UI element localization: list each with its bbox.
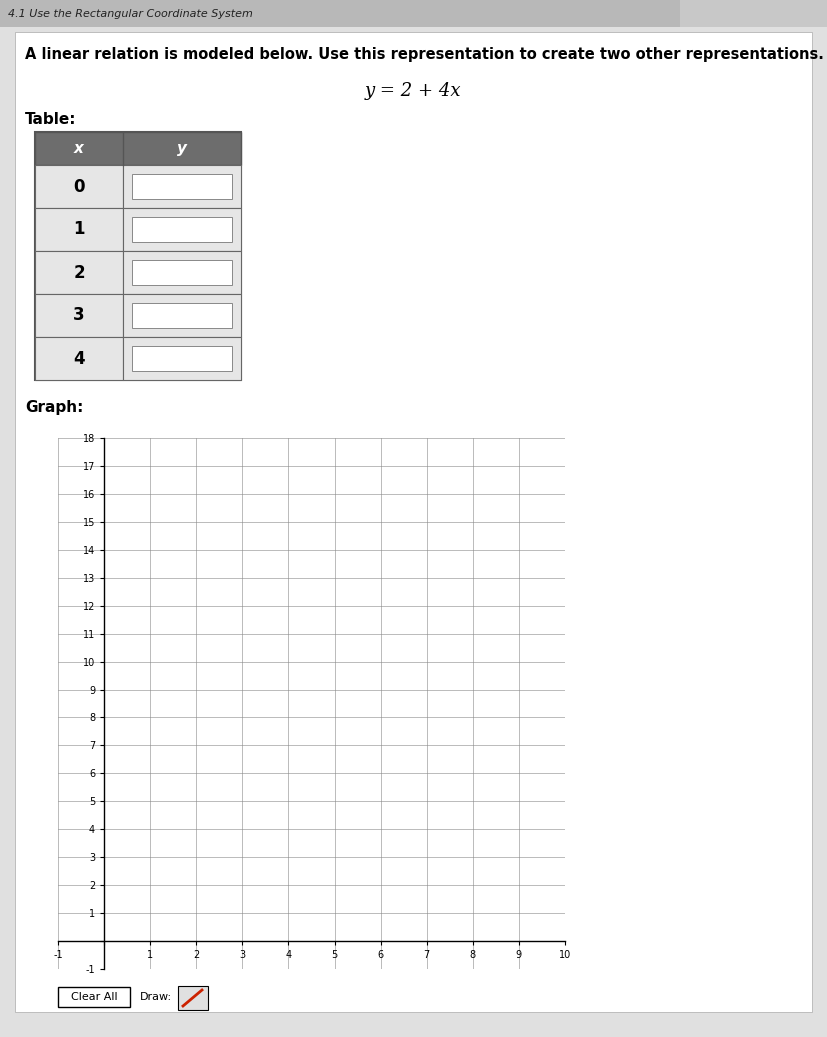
- Bar: [132, 260, 232, 285]
- Bar: [680, 0, 827, 27]
- Bar: [35, 165, 123, 208]
- Text: A linear relation is modeled below. Use this representation to create two other : A linear relation is modeled below. Use …: [25, 47, 824, 62]
- Text: Draw:: Draw:: [140, 992, 172, 1002]
- Bar: [123, 295, 241, 337]
- Text: y = 2 + 4x: y = 2 + 4x: [365, 82, 461, 100]
- Bar: [132, 346, 232, 371]
- Bar: [132, 217, 232, 242]
- Bar: [123, 251, 241, 295]
- Bar: [35, 208, 123, 251]
- Text: 0: 0: [74, 177, 84, 196]
- Text: 2: 2: [73, 263, 85, 281]
- Bar: [35, 251, 123, 295]
- Text: 4.1 Use the Rectangular Coordinate System: 4.1 Use the Rectangular Coordinate Syste…: [8, 9, 253, 19]
- Text: 4: 4: [73, 349, 85, 367]
- Text: Clear All: Clear All: [70, 992, 117, 1002]
- Text: 3: 3: [73, 307, 85, 325]
- Bar: [0, 0, 827, 27]
- Bar: [123, 165, 241, 208]
- Bar: [35, 132, 241, 380]
- Bar: [178, 986, 208, 1010]
- Text: y: y: [177, 141, 187, 156]
- Bar: [132, 174, 232, 199]
- Bar: [132, 303, 232, 328]
- Text: Table:: Table:: [25, 112, 77, 127]
- Text: x: x: [74, 141, 84, 156]
- Bar: [58, 987, 130, 1007]
- Bar: [35, 295, 123, 337]
- Bar: [35, 337, 123, 380]
- Text: Graph:: Graph:: [25, 400, 84, 415]
- Bar: [123, 337, 241, 380]
- Bar: [35, 132, 241, 165]
- Bar: [123, 208, 241, 251]
- Text: 1: 1: [74, 221, 84, 239]
